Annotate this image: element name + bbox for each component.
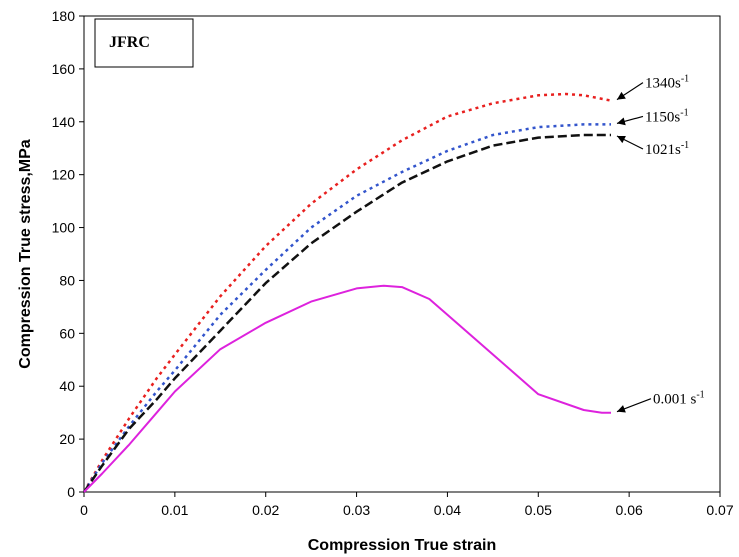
series-label: 1150s-1 [645,107,689,125]
series-label: 1340s-1 [645,74,689,92]
x-tick-label: 0.06 [616,502,643,518]
series-label-main: 1021s [645,142,681,158]
y-tick-label: 140 [52,114,76,130]
series-label-main: 1150s [645,109,680,125]
plot-frame [83,15,721,493]
y-tick-label: 40 [59,378,75,394]
series-layer [82,92,612,493]
y-tick-label: 0 [67,484,75,500]
legend-title: JFRC [109,34,150,51]
series-line-0 [82,92,612,493]
x-tick-label: 0.05 [525,502,552,518]
y-tick-label: 60 [59,325,75,341]
x-axis-title: Compression True strain [308,537,497,554]
y-tick-label: 100 [52,220,76,236]
x-axis: 0 0.01 0.02 0.03 0.04 0.05 0.06 0.07 [80,492,734,518]
series-line-2 [82,133,611,493]
y-tick-label: 160 [52,61,76,77]
series-line-1 [82,123,611,493]
annotation-arrowhead [616,405,626,413]
series-label-sup: -1 [681,74,689,85]
series-label-main: 1340s [645,76,681,92]
y-tick-label: 80 [59,272,75,288]
x-tick-label: 0.01 [161,502,188,518]
annotation-arrowhead [616,117,626,126]
series-label-sup: -1 [696,390,704,401]
annotation-arrowhead [616,136,626,144]
series-line-3 [83,284,611,493]
series-label: 0.001 s-1 [653,390,705,408]
series-label: 1021s-1 [645,140,689,158]
x-tick-label: 0.02 [252,502,279,518]
y-axis: 0 20 40 60 80 100 120 140 160 180 [52,8,84,500]
y-tick-label: 120 [52,167,76,183]
annotation-arrowhead [616,91,626,100]
series-label-sup: -1 [681,140,689,151]
y-tick-label: 180 [52,8,76,24]
legend-box [94,18,194,68]
x-tick-label: 0 [80,502,88,518]
series-label-sup: -1 [680,107,688,118]
y-axis-title: Compression True stress,MPa [17,139,34,369]
x-tick-label: 0.07 [706,502,733,518]
x-tick-label: 0.03 [343,502,370,518]
x-tick-label: 0.04 [434,502,461,518]
y-tick-label: 20 [59,431,75,447]
series-label-main: 0.001 s [653,392,697,408]
